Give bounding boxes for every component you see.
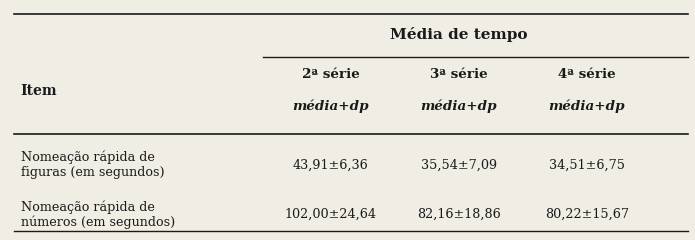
Text: média+dp: média+dp [293, 100, 369, 113]
Text: 43,91±6,36: 43,91±6,36 [293, 159, 368, 172]
Text: 82,16±18,86: 82,16±18,86 [417, 208, 500, 221]
Text: Nomeação rápida de
figuras (em segundos): Nomeação rápida de figuras (em segundos) [21, 151, 164, 179]
Text: 4ª série: 4ª série [558, 68, 616, 81]
Text: 2ª série: 2ª série [302, 68, 359, 81]
Text: Nomeação rápida de
números (em segundos): Nomeação rápida de números (em segundos) [21, 200, 175, 229]
Text: média+dp: média+dp [548, 100, 626, 113]
Text: Item: Item [21, 84, 57, 98]
Text: 102,00±24,64: 102,00±24,64 [285, 208, 377, 221]
Text: 34,51±6,75: 34,51±6,75 [549, 159, 625, 172]
Text: 35,54±7,09: 35,54±7,09 [420, 159, 497, 172]
Text: 80,22±15,67: 80,22±15,67 [545, 208, 629, 221]
Text: 3ª série: 3ª série [430, 68, 488, 81]
Text: média+dp: média+dp [420, 100, 497, 113]
Text: Média de tempo: Média de tempo [390, 27, 528, 42]
